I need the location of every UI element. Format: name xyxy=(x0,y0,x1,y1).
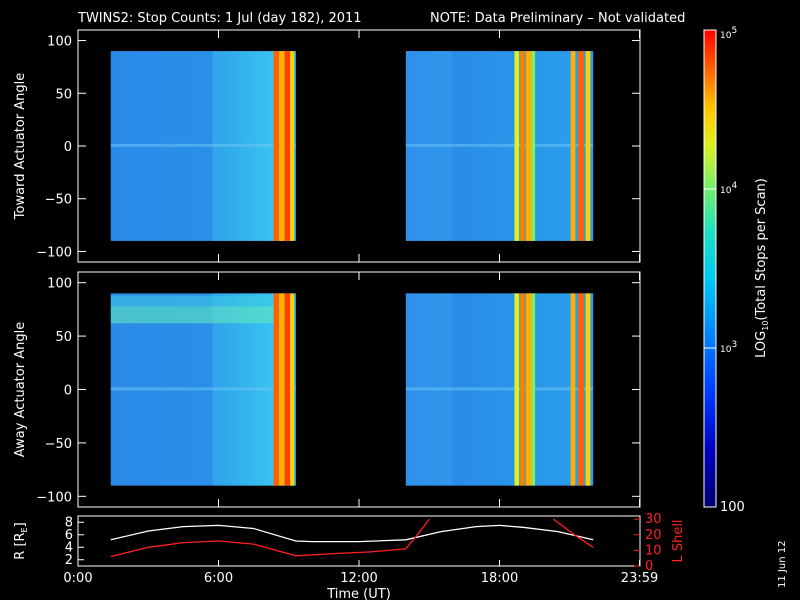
radius-axis-label-end: ] xyxy=(13,522,28,527)
heatmap-block xyxy=(405,293,594,486)
y-tick-label: −50 xyxy=(45,193,72,208)
colorbar-tick-label: 105 xyxy=(720,26,737,41)
colorbar-tick-base: 10 xyxy=(720,31,732,41)
colorbar-label-sub: 10 xyxy=(761,321,770,331)
colorbar-tick-exp: 4 xyxy=(731,181,737,191)
lshell-series-line xyxy=(553,518,594,548)
colorbar-label-rest: (Total Stops per Scan) xyxy=(754,178,769,320)
right-tick-label: 10 xyxy=(645,543,662,558)
colorbar-tick-base: 10 xyxy=(720,186,732,196)
colorbar-tick-label: 103 xyxy=(720,340,737,355)
y-axis-label: Away Actuator Angle xyxy=(13,322,28,457)
colorbar-label: LOG10(Total Stops per Scan) xyxy=(754,178,770,358)
heatmap-block xyxy=(110,293,296,486)
toward-panel: 100 50 0 −50 −100 Toward Actuator Angle xyxy=(13,29,641,263)
radius-axis-label: R [RE] xyxy=(13,522,29,559)
lshell-series-line xyxy=(110,518,430,558)
x-tick-label: 23:59 xyxy=(621,571,658,586)
x-axis-label: Time (UT) xyxy=(326,587,391,600)
right-tick-label: 20 xyxy=(645,528,662,543)
x-tick-label: 0:00 xyxy=(63,571,92,586)
chart-title: TWINS2: Stop Counts: 1 Jul (day 182), 20… xyxy=(77,11,362,26)
y-tick-label: −100 xyxy=(36,245,72,260)
y-tick-label: 100 xyxy=(47,277,72,292)
colorbar-tick-exp: 3 xyxy=(731,340,737,350)
colorbar-label-prefix: LOG xyxy=(754,331,769,358)
colorbar-tick-base: 10 xyxy=(720,345,732,355)
x-tick-label: 12:00 xyxy=(340,571,377,586)
colorbar-gradient xyxy=(703,29,717,508)
y-tick-label: 0 xyxy=(64,384,72,399)
preliminary-note: NOTE: Data Preliminary – Not validated xyxy=(430,11,685,26)
x-tick-label: 6:00 xyxy=(204,571,233,586)
y-tick-label: −50 xyxy=(45,437,72,452)
away-panel: 100 50 0 −50 −100 Away Actuator Angle xyxy=(13,271,641,508)
y-axis-label: Toward Actuator Angle xyxy=(13,73,28,220)
heatmap-block xyxy=(405,51,594,241)
radius-axis-label-main: R [R xyxy=(13,532,28,559)
y-tick-label: 50 xyxy=(55,87,72,102)
colorbar-tick-base: 100 xyxy=(720,500,745,515)
right-tick-label: 30 xyxy=(645,512,662,527)
colorbar-tick-label: 100 xyxy=(720,500,745,515)
heatmap-block xyxy=(110,51,296,241)
y-tick-label: 0 xyxy=(64,140,72,155)
left-tick-label: 8 xyxy=(65,515,73,530)
lshell-axis-label: L Shell xyxy=(671,519,686,562)
colorbar-tick-exp: 5 xyxy=(731,26,737,36)
colorbar-tick-label: 104 xyxy=(720,181,737,196)
x-tick-label: 18:00 xyxy=(481,571,518,586)
left-tick-label: 6 xyxy=(65,528,73,543)
y-tick-label: −100 xyxy=(36,490,72,505)
right-tick-label: 0 xyxy=(645,559,653,574)
y-tick-label: 100 xyxy=(47,35,72,50)
date-stamp: 11 Jun 12 xyxy=(777,541,788,588)
left-tick-label: 4 xyxy=(65,540,73,555)
left-tick-label: 2 xyxy=(65,553,73,568)
radius-series-line xyxy=(110,524,594,543)
radius-axis-label-sub: E xyxy=(20,527,29,532)
y-tick-label: 50 xyxy=(55,330,72,345)
